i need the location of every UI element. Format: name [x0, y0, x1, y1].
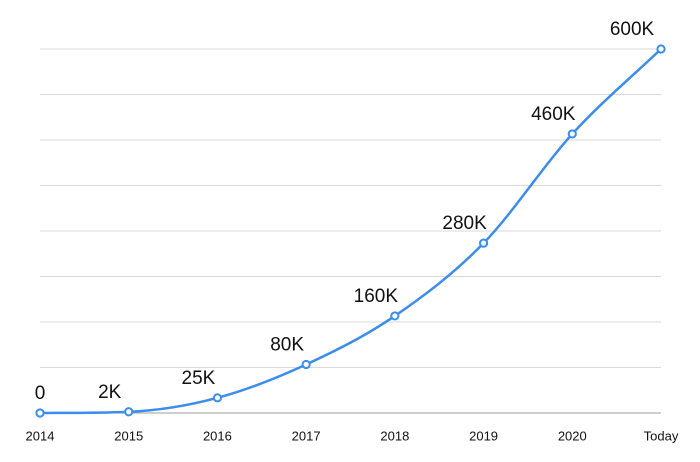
x-tick-label: 2016 — [203, 428, 232, 443]
data-points — [35, 44, 666, 418]
x-tick-label: Today — [644, 428, 679, 443]
data-label: 280K — [442, 213, 487, 234]
data-label: 460K — [531, 104, 576, 125]
data-label: 25K — [182, 368, 216, 389]
data-point — [212, 393, 223, 403]
data-point — [478, 238, 489, 248]
x-tick-label: 2014 — [26, 428, 55, 443]
data-point — [567, 129, 577, 139]
gridlines — [40, 48, 661, 368]
x-tick-label: 2018 — [380, 428, 409, 443]
data-point — [390, 311, 400, 321]
x-tick-label: 2017 — [292, 428, 321, 443]
data-point — [656, 44, 666, 54]
x-axis: 2014 2015 2016 2017 2018 2019 2020 Today — [26, 412, 679, 443]
data-point — [35, 408, 45, 418]
x-tick-label: 2019 — [469, 428, 498, 443]
data-point — [301, 359, 311, 370]
x-tick-label: 2015 — [114, 428, 143, 443]
x-tick-label: 2020 — [558, 428, 587, 443]
data-label: 80K — [270, 334, 304, 355]
data-label: 160K — [354, 286, 399, 307]
data-point — [124, 407, 134, 417]
data-label: 600K — [610, 19, 655, 40]
data-labels: 0 2K 25K 80K 160K 280K 460K 600K — [35, 19, 655, 404]
data-label: 0 — [35, 383, 46, 404]
data-label: 2K — [98, 382, 122, 403]
